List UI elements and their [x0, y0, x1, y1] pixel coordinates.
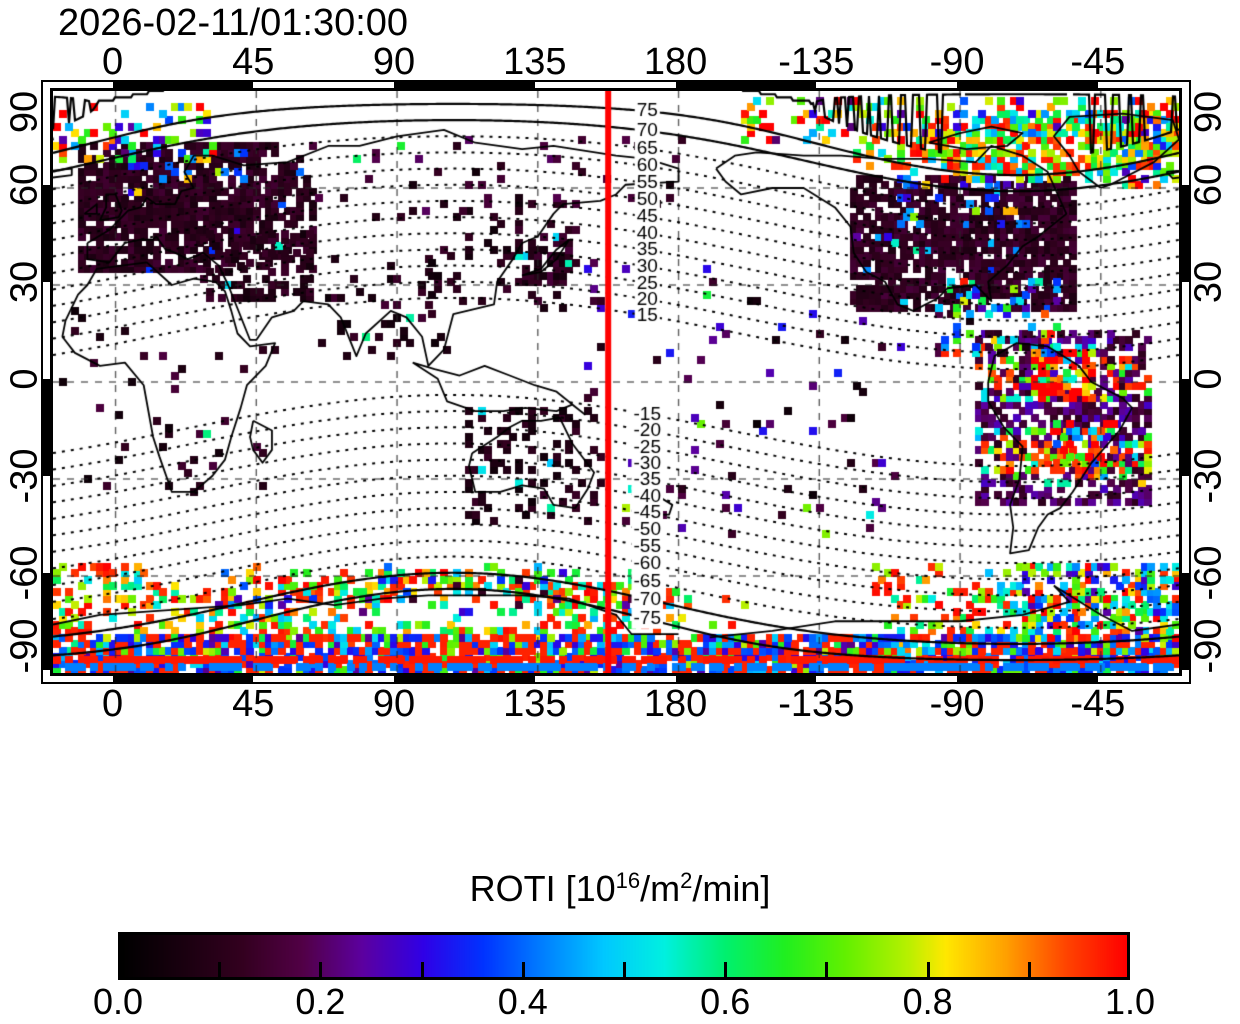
top-lon-tick-90: 90	[372, 41, 416, 83]
coastline-and-contour-overlay	[53, 91, 1179, 673]
top-longitude-axis-labels: 0 45 90 135 180 -135 -90 -45	[50, 40, 1182, 84]
colorbar-tick-label-0.2: 0.2	[295, 981, 346, 1022]
colorbar-label-suffix: /m	[640, 868, 681, 909]
top-frame-tick-segment	[394, 80, 535, 89]
bottom-frame-tick-segment	[957, 675, 1098, 684]
bottom-lon-tick-135: 135	[503, 683, 567, 725]
top-frame-tick-segment	[675, 80, 817, 89]
bottom-lon-tick-180: 180	[643, 683, 708, 725]
bottom-longitude-axis-labels: 0 45 90 135 180 -135 -90 -45	[50, 682, 1182, 726]
top-lon-tick--90: -90	[929, 41, 985, 83]
bottom-frame-tick-segment	[112, 675, 254, 684]
left-lat-tick--60: -60	[3, 545, 46, 601]
bottom-frame-tick-segment	[394, 675, 535, 684]
top-lon-tick--45: -45	[1070, 41, 1126, 83]
bottom-lon-tick-90: 90	[372, 683, 416, 725]
right-frame-tick-segment	[1182, 379, 1191, 476]
top-lon-tick--135: -135	[778, 41, 855, 83]
right-frame-tick-segment	[1182, 573, 1191, 670]
colorbar-tick-label-1.0: 1.0	[1104, 981, 1156, 1022]
colorbar-label-tail: /min]	[692, 868, 771, 909]
top-frame-tick-segment	[112, 80, 254, 89]
colorbar-tick-label-0.4: 0.4	[497, 981, 548, 1022]
left-lat-tick-60: 60	[3, 163, 46, 207]
right-latitude-axis-labels: 90 60 30 0 -30 -60 -90	[1186, 88, 1232, 676]
right-lat-tick--60: -60	[1187, 545, 1230, 601]
outer-frame-bottom	[41, 682, 1191, 684]
top-lon-tick-45: 45	[232, 41, 275, 83]
bottom-frame-tick-segment	[675, 675, 817, 684]
top-lon-tick-135: 135	[503, 41, 567, 83]
left-lat-tick-30: 30	[3, 260, 46, 304]
outer-frame-top	[41, 80, 1191, 82]
bottom-lon-tick--45: -45	[1070, 683, 1126, 725]
right-lat-tick-0: 0	[1187, 368, 1230, 390]
bottom-lon-tick-45: 45	[232, 683, 275, 725]
right-lat-tick--30: -30	[1187, 448, 1230, 504]
left-frame-tick-segment	[41, 379, 50, 476]
right-lat-tick-90: 90	[1187, 90, 1230, 134]
colorbar-tick-labels: 0.0 0.2 0.4 0.6 0.8 1.0	[93, 981, 1155, 1024]
right-lat-tick-60: 60	[1187, 163, 1230, 207]
left-latitude-axis-labels: 90 60 30 0 -30 -60 -90	[2, 88, 48, 676]
right-lat-tick-30: 30	[1187, 260, 1230, 304]
bottom-lon-tick--90: -90	[929, 683, 985, 725]
outer-frame-left	[41, 80, 43, 684]
roti-colorbar[interactable]	[118, 932, 1130, 980]
top-lon-tick-180: 180	[643, 41, 708, 83]
roti-map-plot[interactable]	[50, 88, 1182, 676]
colorbar-tick-label-0.8: 0.8	[902, 981, 953, 1022]
left-lat-tick-90: 90	[3, 90, 46, 134]
colorbar-gradient-canvas	[121, 935, 1127, 977]
left-frame-tick-segment	[41, 573, 50, 670]
left-lat-tick-0: 0	[3, 368, 46, 390]
outer-frame-right	[1189, 80, 1191, 684]
right-frame-tick-segment	[1182, 185, 1191, 282]
left-lat-tick--30: -30	[3, 448, 46, 504]
bottom-lon-tick-0: 0	[101, 683, 124, 725]
colorbar-tick-label-0.0: 0.0	[92, 981, 144, 1022]
page-title: 2026-02-11/01:30:00	[58, 2, 409, 44]
colorbar-tick-label-0.6: 0.6	[700, 981, 751, 1022]
left-frame-tick-segment	[41, 185, 50, 282]
colorbar-exponent-16: 16	[615, 868, 641, 893]
colorbar-title: ROTI [1016/m2/min]	[470, 868, 771, 910]
colorbar-label-prefix: ROTI [10	[469, 868, 616, 909]
left-lat-tick--90: -90	[3, 618, 46, 674]
top-frame-tick-segment	[957, 80, 1098, 89]
top-lon-tick-0: 0	[101, 41, 124, 83]
bottom-lon-tick--135: -135	[778, 683, 855, 725]
colorbar-exponent-2: 2	[680, 868, 693, 893]
right-lat-tick--90: -90	[1187, 618, 1230, 674]
